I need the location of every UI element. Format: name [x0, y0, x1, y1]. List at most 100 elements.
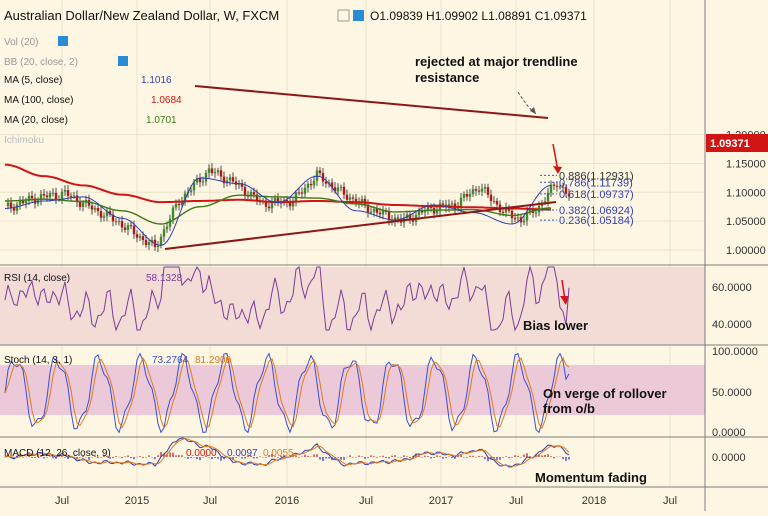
macd-bar [121, 457, 123, 459]
candle-body [69, 195, 73, 197]
vol-eye-icon[interactable] [58, 36, 68, 46]
macd-bar [91, 457, 93, 458]
candle-body [165, 226, 169, 230]
macd-bar [523, 454, 525, 457]
candle-body [183, 193, 187, 201]
candle-body [486, 187, 490, 195]
candle-body [477, 190, 481, 192]
macd-bar [232, 457, 234, 461]
macd-bar [565, 457, 567, 461]
macd-bar [412, 455, 414, 457]
candle-body [528, 208, 532, 212]
macd-bar [46, 457, 48, 458]
candle-body [48, 193, 52, 198]
ma100-value: 1.0684 [151, 95, 182, 106]
candle-body [435, 210, 439, 214]
candle-body [123, 227, 127, 230]
macd-bar [421, 457, 423, 458]
candle-body [150, 239, 154, 243]
time-tick: Jul [55, 495, 69, 507]
candle-body [156, 245, 160, 248]
macd-bar [220, 457, 222, 461]
candle-body [144, 240, 148, 245]
candle-body [9, 202, 13, 208]
ma5-label: MA (5, close) [4, 75, 62, 86]
macd-bar [406, 456, 408, 457]
candle-body [381, 210, 385, 215]
candle-body [483, 187, 487, 189]
ma5-line [4, 175, 552, 246]
macd-bar [394, 455, 396, 457]
candle-body [366, 204, 370, 213]
rsi-line [4, 265, 570, 332]
candle-body [39, 194, 43, 201]
candle-body [192, 182, 196, 191]
macd-bar [4, 457, 6, 458]
time-tick: 2017 [429, 495, 453, 507]
candle-body [348, 197, 352, 200]
macd-signal-line [4, 437, 570, 467]
macd-bar [100, 457, 102, 458]
macd-bar [214, 457, 216, 459]
macd-bar [130, 457, 132, 459]
ma5-value: 1.1016 [141, 75, 172, 86]
macd-bar [85, 457, 87, 458]
candle-body [243, 186, 247, 196]
fib-label: 0.236(1.05184) [559, 215, 634, 227]
candle-body [549, 184, 553, 193]
macd-bar [175, 455, 177, 457]
stoch-note-line1: On verge of rollover [543, 386, 667, 401]
macd-bar [322, 457, 324, 462]
macd-bar [277, 457, 279, 458]
candle-body [99, 211, 103, 218]
macd-bar [400, 457, 402, 458]
candle-body [375, 209, 379, 213]
macd-bar [403, 455, 405, 457]
macd-bar [136, 456, 138, 458]
macd-bar [442, 457, 444, 459]
settings-icon[interactable] [337, 9, 350, 22]
macd-bar [52, 457, 54, 459]
time-tick: Jul [359, 495, 373, 507]
macd-bar [253, 457, 255, 459]
macd-bar [217, 457, 219, 459]
candle-body [405, 214, 409, 219]
macd-bar [373, 456, 375, 457]
macd-bar [544, 454, 546, 457]
stoch-tick-50: 50.0000 [712, 387, 752, 399]
candle-body [321, 173, 325, 182]
candle-body [96, 207, 100, 212]
candle-body [21, 200, 25, 204]
candle-body [303, 187, 307, 194]
rsi-panel [0, 267, 705, 345]
macd-bar [328, 457, 330, 459]
candle-body [246, 195, 250, 197]
candle-body [378, 212, 382, 215]
time-tick: Jul [663, 495, 677, 507]
candle-body [387, 211, 391, 221]
macd-bar [55, 457, 57, 459]
candle-body [189, 190, 193, 193]
candle-body [291, 201, 295, 207]
macd-bar [211, 457, 213, 460]
bb-eye-icon[interactable] [118, 56, 128, 66]
candle-body [456, 207, 460, 210]
macd-bar [514, 455, 516, 457]
candle-body [207, 168, 211, 173]
price-tick: 1.00000 [726, 245, 766, 257]
macd-bar [475, 457, 477, 458]
macd-bar [520, 457, 522, 458]
macd-bar [448, 456, 450, 458]
candle-body [489, 194, 493, 202]
macd-bar [529, 456, 531, 457]
eye-icon[interactable] [353, 10, 364, 21]
candle-body [330, 182, 334, 188]
macd-bar [568, 457, 570, 460]
ma100-label: MA (100, close) [4, 95, 73, 106]
macd-bar [265, 457, 267, 458]
macd-value-2: 0.0097 [227, 448, 258, 459]
title-settings-icons[interactable] [337, 9, 364, 22]
macd-bar [190, 457, 192, 459]
candle-body [267, 206, 271, 209]
